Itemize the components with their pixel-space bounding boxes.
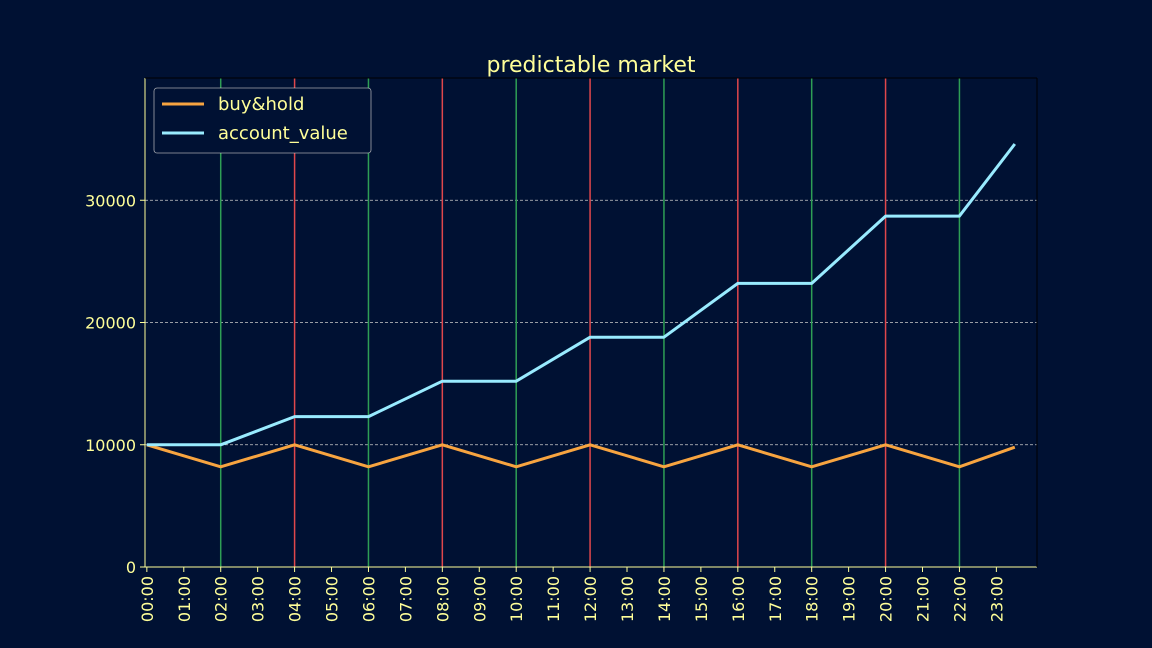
marker-layer bbox=[219, 78, 961, 567]
series-line-buy-hold bbox=[146, 443, 1016, 469]
y-tick-label: 0 bbox=[126, 558, 136, 577]
y-tick-label: 10000 bbox=[85, 436, 136, 455]
x-tick-label: 04:00 bbox=[286, 576, 305, 622]
x-tick-label: 18:00 bbox=[803, 576, 822, 622]
x-tick-label: 13:00 bbox=[618, 576, 637, 622]
chart-title: predictable market bbox=[486, 53, 695, 78]
x-tick-label: 16:00 bbox=[729, 576, 748, 622]
x-tick-label: 08:00 bbox=[433, 576, 452, 622]
x-tick-label: 03:00 bbox=[249, 576, 268, 622]
x-tick-labels: 00:00 01:00 02:00 03:00 04:00 05:00 06:00 07:00… bbox=[138, 567, 1006, 622]
x-tick-label: 22:00 bbox=[950, 576, 969, 622]
x-tick-label: 23:00 bbox=[987, 576, 1006, 622]
y-tick-label: 30000 bbox=[85, 191, 136, 210]
series-layer bbox=[146, 143, 1016, 469]
x-tick-label: 11:00 bbox=[544, 576, 563, 622]
x-tick-label: 14:00 bbox=[655, 576, 674, 622]
x-tick-label: 01:00 bbox=[175, 576, 194, 622]
x-tick-label: 20:00 bbox=[877, 576, 896, 622]
x-tick-label: 19:00 bbox=[840, 576, 859, 622]
x-tick-label: 15:00 bbox=[692, 576, 711, 622]
x-tick-label: 07:00 bbox=[396, 576, 415, 622]
legend-label: account_value bbox=[218, 123, 348, 144]
x-tick-label: 12:00 bbox=[581, 576, 600, 622]
x-tick-label: 00:00 bbox=[138, 576, 157, 622]
legend-frame bbox=[153, 87, 372, 154]
series-line-account-value bbox=[146, 143, 1016, 447]
y-tick-label: 20000 bbox=[85, 314, 136, 333]
legend-label: buy&hold bbox=[218, 94, 304, 115]
y-tick-labels: 0 10000 20000 30000 bbox=[85, 191, 145, 577]
x-tick-label: 10:00 bbox=[507, 576, 526, 622]
x-tick-label: 02:00 bbox=[212, 576, 231, 622]
x-tick-label: 06:00 bbox=[359, 576, 378, 622]
legend: buy&hold account_value bbox=[153, 87, 372, 154]
x-tick-label: 09:00 bbox=[470, 576, 489, 622]
x-tick-label: 17:00 bbox=[766, 576, 785, 622]
x-tick-label: 21:00 bbox=[913, 576, 932, 622]
x-tick-label: 05:00 bbox=[323, 576, 342, 622]
